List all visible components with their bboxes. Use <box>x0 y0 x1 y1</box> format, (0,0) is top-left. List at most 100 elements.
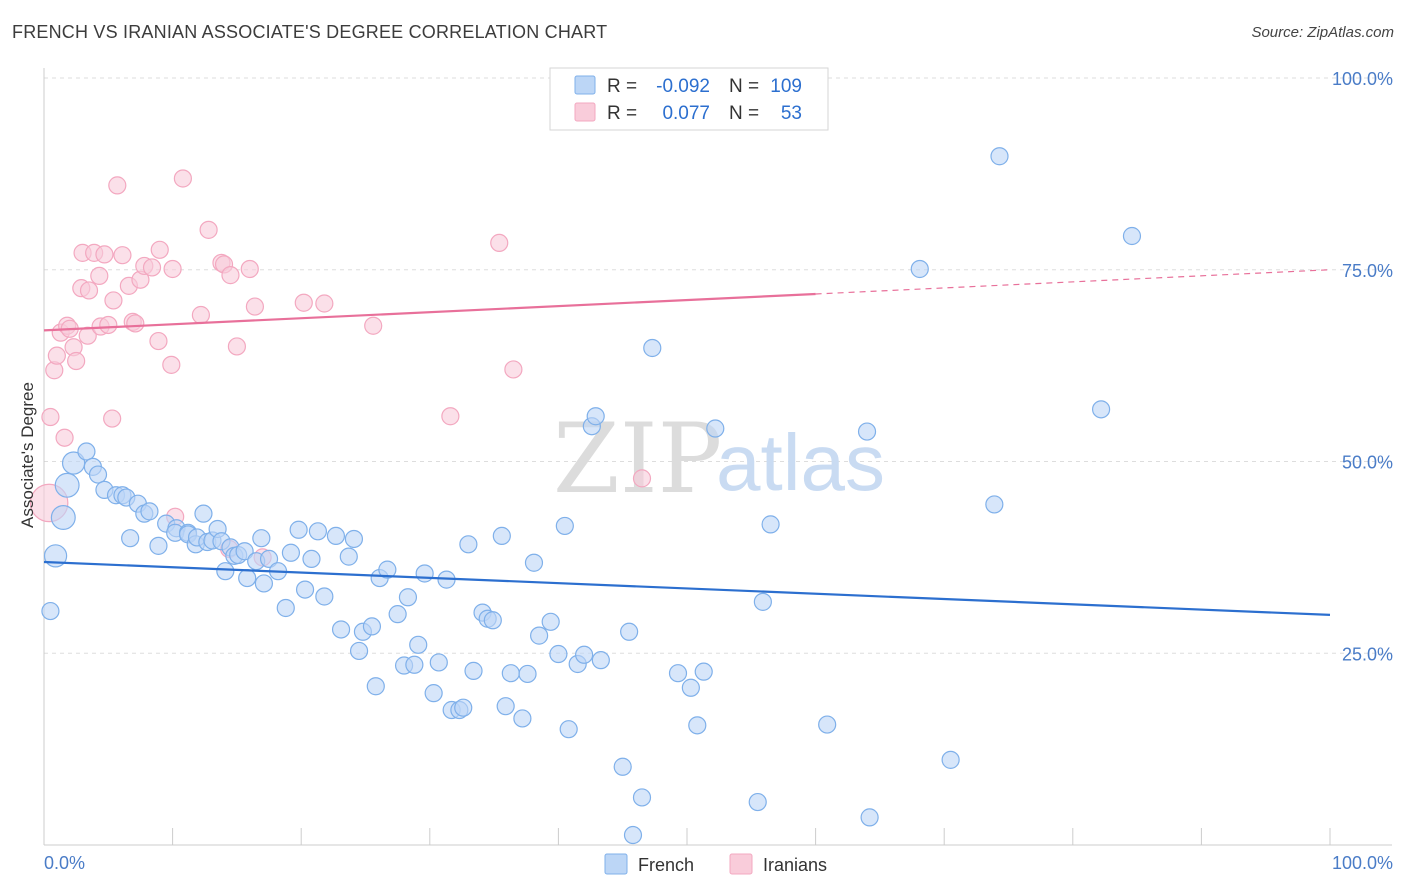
stats-legend: R = -0.092 N = 109 R = 0.077 N = 53 <box>549 67 829 131</box>
french-point <box>254 574 274 593</box>
french-point <box>513 709 532 728</box>
french-point <box>366 677 385 696</box>
bottom-legend-label-iranians: Iranians <box>763 855 827 875</box>
french-point <box>88 465 108 484</box>
trendlines <box>43 269 1331 616</box>
x-ticks <box>172 828 1331 845</box>
iranians-point <box>150 240 169 259</box>
stats-legend-box <box>549 67 829 131</box>
iranians-point <box>240 259 259 279</box>
french-point <box>753 592 772 611</box>
iranians-point <box>126 314 145 333</box>
iranians-point <box>173 169 192 188</box>
iranians-point <box>104 291 123 310</box>
french-point <box>54 472 80 498</box>
french-point <box>121 529 140 548</box>
french-point <box>530 626 549 645</box>
french-point <box>688 716 707 735</box>
iranians-point <box>55 428 74 447</box>
legend-swatch-iranians <box>574 102 596 122</box>
iranians-point <box>504 360 523 379</box>
y-tick-label-50: 50.0% <box>1342 453 1393 473</box>
trendline-iranians <box>43 292 816 332</box>
french-point <box>1091 400 1111 419</box>
french-point <box>492 526 511 545</box>
axes <box>43 68 1392 846</box>
french-point <box>259 549 279 569</box>
french-point <box>623 825 643 845</box>
bottom-legend-label-french: French <box>638 855 694 875</box>
source-label: Source: ZipAtlas.com <box>1251 24 1394 41</box>
y-tick-label-75: 75.0% <box>1342 261 1393 281</box>
iranians-point <box>95 245 114 264</box>
french-point <box>454 698 473 717</box>
series-french-points <box>41 147 1142 845</box>
french-point <box>415 564 434 583</box>
french-point <box>409 635 428 654</box>
iranians-point <box>632 469 652 488</box>
french-point <box>541 612 560 631</box>
french-point <box>591 651 610 670</box>
legend-n-label-iranians: N = <box>729 103 759 124</box>
french-point <box>501 664 520 683</box>
legend-r-value-iranians: 0.077 <box>662 103 710 124</box>
french-point <box>761 515 780 534</box>
french-point <box>235 542 254 561</box>
french-point <box>302 549 321 569</box>
french-point <box>149 536 168 555</box>
iranians-point <box>162 355 181 374</box>
french-point <box>429 653 448 672</box>
iranians-point <box>294 293 313 312</box>
watermark-atlas: atlas <box>716 418 885 507</box>
iranians-point <box>108 176 127 195</box>
french-point <box>818 715 837 734</box>
french-point <box>857 422 877 441</box>
french-point <box>524 553 544 572</box>
iranians-point <box>103 409 122 428</box>
french-point <box>748 792 767 812</box>
iranians-point <box>113 246 132 265</box>
french-point <box>276 598 295 618</box>
trendline-french <box>43 560 1331 616</box>
french-point <box>559 720 578 739</box>
french-point <box>405 655 424 674</box>
x-tick-label-left: 0.0% <box>44 853 85 873</box>
french-point <box>496 697 515 716</box>
french-point <box>632 788 652 807</box>
french-point <box>424 684 443 703</box>
legend-swatch-french <box>574 75 596 95</box>
iranians-point <box>441 407 460 426</box>
french-point <box>706 419 725 438</box>
y-tick-label-25: 25.0% <box>1342 644 1393 664</box>
x-tick-label-right: 100.0% <box>1332 853 1393 873</box>
french-point <box>910 259 929 279</box>
watermark: ZIP atlas <box>553 403 885 515</box>
iranians-point <box>245 297 265 316</box>
iranians-point <box>149 331 168 351</box>
watermark-zip: ZIP <box>553 403 722 515</box>
french-point <box>985 495 1004 514</box>
iranians-point <box>191 305 210 325</box>
french-point <box>681 678 700 697</box>
french-point <box>1122 226 1142 246</box>
legend-n-value-french: 109 <box>770 76 802 97</box>
legend-r-label-iranians: R = <box>607 103 637 124</box>
french-point <box>194 504 213 523</box>
iranians-point <box>364 316 383 335</box>
trendline-iranians-extension <box>815 269 1331 295</box>
french-point <box>643 338 662 358</box>
french-point <box>41 601 60 621</box>
french-point <box>378 560 397 579</box>
french-point <box>398 588 418 607</box>
french-point <box>990 147 1009 166</box>
y-tick-label-100: 100.0% <box>1332 69 1393 89</box>
iranians-point <box>199 220 218 239</box>
french-point <box>668 664 688 683</box>
iranians-point <box>47 346 66 365</box>
iranians-point <box>99 315 118 335</box>
french-point <box>252 529 271 548</box>
iranians-point <box>90 266 109 285</box>
french-point <box>140 502 159 521</box>
iranians-point <box>142 258 162 277</box>
